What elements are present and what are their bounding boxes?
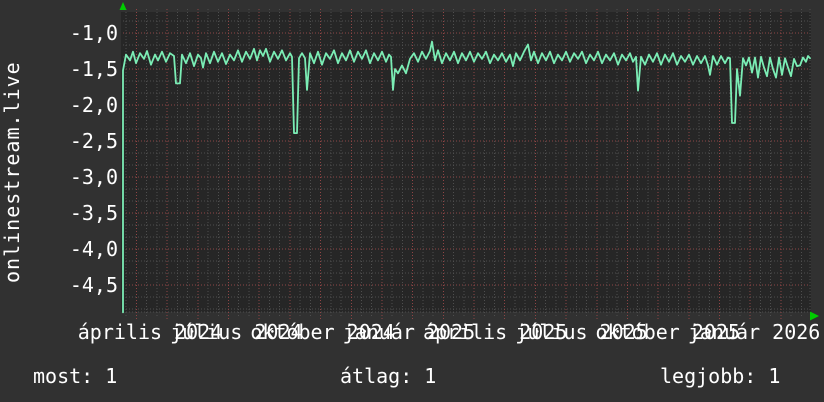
- y-axis-tick-label: -4,0: [69, 237, 118, 261]
- y-axis-tick-label: -3,5: [69, 201, 118, 225]
- x-axis-tick-label: július 2025: [515, 320, 648, 344]
- y-axis-tick-label: -3,0: [69, 165, 118, 189]
- x-axis-tick-label: január 2025: [342, 320, 476, 344]
- plot-area: [121, 12, 811, 312]
- x-axis-tick-label: április 2024: [77, 320, 223, 344]
- y-axis-tick-label: -4,5: [69, 273, 118, 297]
- stat-atlag: átlag: 1: [340, 364, 437, 388]
- y-axis-arrow-icon: [119, 2, 127, 10]
- x-axis-arrow-icon: [810, 311, 819, 321]
- x-axis-tick-label: október 2025: [595, 320, 741, 344]
- y-axis-tick-label: -1,5: [69, 57, 118, 81]
- stat-most: most: 1: [33, 364, 118, 388]
- data-line: [122, 40, 811, 314]
- y-axis-tick-label: -2,5: [69, 129, 118, 153]
- x-axis-tick-label: április 2025: [422, 320, 568, 344]
- y-axis-tick-label: -1,0: [69, 21, 118, 45]
- stat-legjobb: legjobb: 1: [660, 364, 781, 388]
- x-axis-tick-label: július 2024: [170, 320, 303, 344]
- y-axis-tick-label: -2,0: [69, 93, 118, 117]
- x-axis-tick-label: október 2024: [250, 320, 395, 344]
- x-axis-tick-label: január 2026: [687, 320, 821, 344]
